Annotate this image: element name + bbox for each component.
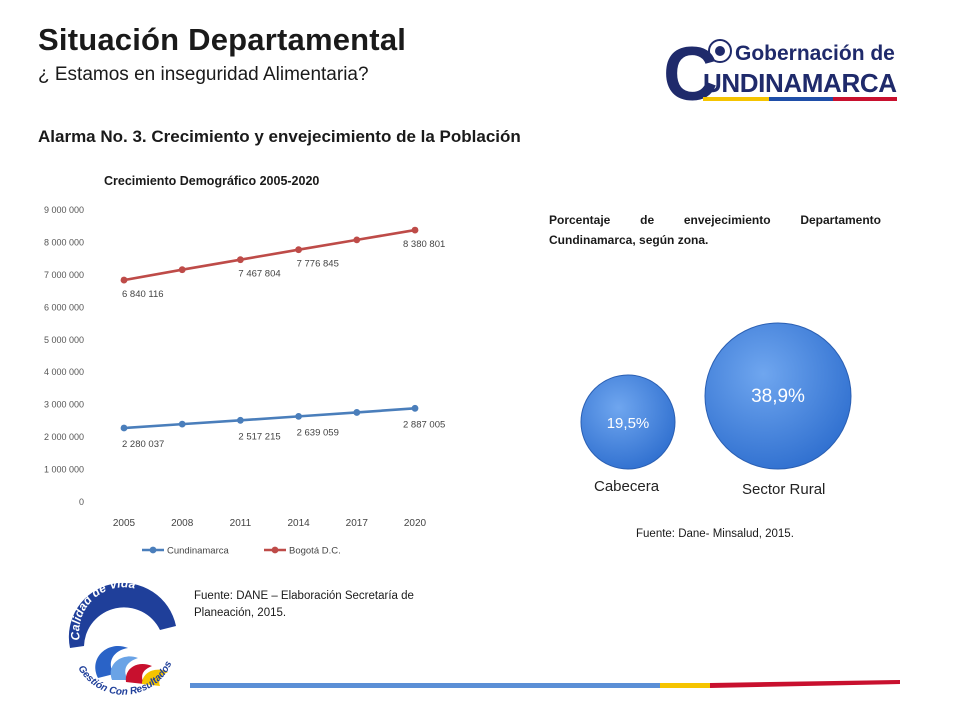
logo-swoosh-yellow (142, 669, 168, 686)
logo-swoosh-blue (95, 646, 128, 678)
chart-source: Fuente: DANE – Elaboración Secretaría de… (194, 590, 414, 619)
series-point (120, 276, 128, 284)
logo-swoosh-lightblue (110, 656, 138, 680)
x-tick-label: 2014 (287, 518, 310, 529)
series-line (123, 407, 416, 430)
y-tick-label: 9 000 000 (44, 205, 84, 215)
logo-stripe-blue (769, 97, 833, 101)
data-label: 2 280 037 (122, 439, 164, 450)
x-tick-label: 2011 (230, 518, 252, 529)
series-point (178, 420, 186, 428)
chart-series: 2 280 037 2 517 215 2 639 059 2 887 005 6 84… (120, 226, 445, 450)
x-axis: 2005 2008 2011 2014 2017 2020 (113, 518, 427, 529)
y-tick-label: 6 000 000 (44, 302, 84, 312)
y-tick-label: 3 000 000 (44, 400, 84, 410)
legend-swatch-point (271, 546, 279, 554)
y-tick-label: 5 000 000 (44, 335, 84, 345)
aging-bubble-chart: 19,5% 38,9% (580, 322, 852, 470)
series-point (295, 412, 302, 420)
bubble-rural-value: 38,9% (751, 386, 805, 407)
aging-title-line1: Porcentaje de envejecimiento Departament… (549, 213, 881, 227)
gobernacion-logo: C Gobernación de UNDINAMARCA (663, 34, 897, 106)
y-tick-label: 0 (79, 497, 84, 507)
series-point (411, 404, 419, 412)
aging-title-line2: Cundinamarca, según zona. (549, 233, 709, 247)
series-point (353, 409, 361, 416)
y-tick-label: 2 000 000 (44, 432, 84, 442)
logo-initial: C (663, 34, 718, 106)
coat-of-arms-icon (708, 39, 732, 63)
y-tick-label: 8 000 000 (44, 237, 84, 247)
data-label: 7 467 804 (238, 269, 280, 280)
calidad-de-vida-logo: Calidad de Vida Gestión Con Resultados (68, 578, 176, 698)
series-line (123, 228, 416, 282)
legend-entry: Bogotá D.C. (289, 546, 341, 557)
x-tick-label: 2008 (171, 518, 194, 529)
series-point (237, 416, 244, 424)
bubble-rural-label: Sector Rural (742, 481, 826, 498)
y-axis: 0 1 000 000 2 000 000 3 000 000 4 000 000 5 0… (44, 205, 84, 507)
series-point (353, 236, 361, 244)
series-point (237, 256, 244, 264)
legend-swatch-point (149, 546, 157, 554)
series-point (411, 226, 419, 234)
logo-line2: UNDINAMARCA (703, 68, 897, 98)
population-line-chart: 0 1 000 000 2 000 000 3 000 000 4 000 000 5 0… (44, 205, 445, 557)
data-label: 6 840 116 (122, 289, 164, 300)
y-tick-label: 4 000 000 (44, 367, 84, 377)
bubble-cabecera-value: 19,5% (607, 415, 650, 432)
footer-stripe-blue (190, 683, 660, 688)
data-label: 2 517 215 (238, 431, 280, 442)
footer-stripe-yellow (660, 683, 710, 688)
logo-stripe-red (833, 97, 897, 101)
series-point (178, 266, 186, 274)
chart-title: Crecimiento Demográfico 2005-2020 (104, 174, 320, 188)
coat-of-arms-center (715, 46, 725, 56)
legend-entry: Cundinamarca (167, 546, 229, 557)
x-tick-label: 2005 (113, 518, 136, 529)
page-subtitle: ¿ Estamos en inseguridad Alimentaria? (38, 64, 369, 85)
series-point (120, 424, 128, 432)
logo-top-band (68, 582, 176, 648)
data-label: 8 380 801 (403, 239, 445, 250)
page-title: Situación Departamental (38, 22, 407, 57)
footer-stripe (190, 680, 900, 688)
data-label: 2 639 059 (297, 427, 339, 438)
logo-line1: Gobernación de (735, 42, 895, 65)
y-tick-label: 1 000 000 (44, 465, 84, 475)
aging-source: Fuente: Dane- Minsalud, 2015. (636, 528, 794, 540)
logo-swoosh-red (125, 663, 152, 684)
bubble-rural (704, 322, 852, 470)
x-tick-label: 2020 (404, 518, 427, 529)
footer-stripe-red (710, 680, 900, 688)
bubble-cabecera-label: Cabecera (594, 478, 660, 495)
logo-stripe-yellow (703, 97, 769, 101)
chart-legend: Cundinamarca Bogotá D.C. (142, 546, 341, 557)
data-label: 7 776 845 (297, 259, 339, 270)
series-point (295, 246, 302, 254)
data-label: 2 887 005 (403, 419, 445, 430)
y-tick-label: 7 000 000 (44, 270, 84, 280)
alarm-heading: Alarma No. 3. Crecimiento y envejecimien… (38, 127, 521, 146)
bubble-cabecera (580, 374, 676, 470)
x-tick-label: 2017 (346, 518, 369, 529)
aging-title: Porcentaje de envejecimiento Departament… (549, 210, 881, 250)
